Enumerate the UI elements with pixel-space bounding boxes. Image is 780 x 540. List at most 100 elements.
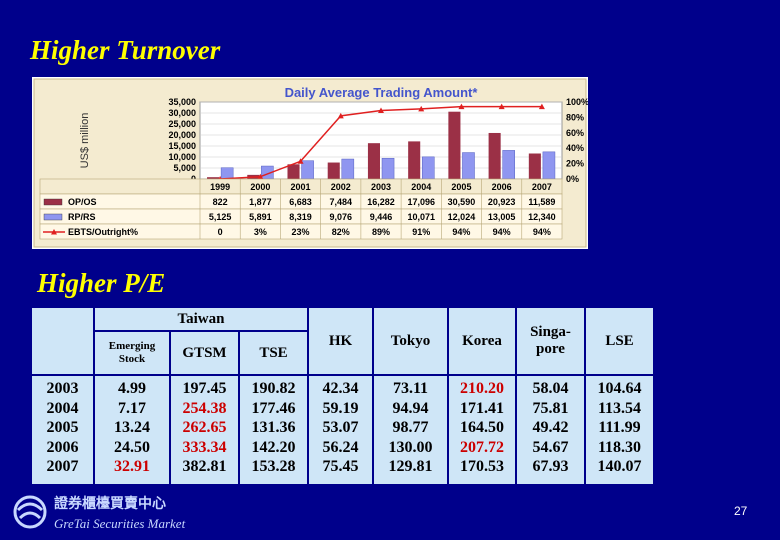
gretai-logo: 證券櫃檯買賣中心 GreTai Securities Market <box>10 490 210 534</box>
plot-area <box>199 101 563 180</box>
bar-rp-rs <box>421 156 435 180</box>
pe-value: 333.34 <box>182 438 227 456</box>
col-tse: 190.82 177.46 131.36 142.20 153.28 <box>238 374 309 486</box>
pe-value: 67.93 <box>532 458 569 475</box>
pe-value: 111.99 <box>598 419 641 436</box>
data-label: 6,683 <box>289 197 312 207</box>
pe-value: 4.99 <box>118 380 146 397</box>
col-header-gtsm: GTSM <box>169 330 240 376</box>
category-label: 2002 <box>331 182 351 192</box>
col-header-singapore: Singa-pore <box>515 306 586 376</box>
pe-value: 118.30 <box>597 438 642 456</box>
category-label: 1999 <box>210 182 230 192</box>
pe-value: 171.41 <box>460 399 504 417</box>
pe-table: Taiwan HK Tokyo Korea Singa-pore LSE Eme… <box>30 306 655 486</box>
pe-value: 73.11 <box>392 380 429 397</box>
pe-value: 7.17 <box>118 399 146 417</box>
bar-rp-rs <box>341 158 355 180</box>
data-label: 82% <box>332 227 350 237</box>
pe-value: 190.82 <box>251 380 296 397</box>
year-label: 2004 <box>46 399 79 417</box>
pe-value: 197.45 <box>182 380 227 397</box>
point-ebts <box>337 112 344 119</box>
col-header-korea: Korea <box>447 306 517 376</box>
category-label: 2003 <box>371 182 391 192</box>
data-label: 94% <box>452 227 470 237</box>
year-label: 2006 <box>46 438 79 456</box>
category-label: 2005 <box>451 182 471 192</box>
pe-value: 130.00 <box>388 438 433 456</box>
data-label: 8,319 <box>289 212 312 222</box>
pe-value: 142.20 <box>251 438 296 456</box>
pe-value: 254.38 <box>182 399 227 417</box>
category-label: 2004 <box>411 182 431 192</box>
y2-tick-label: 20% <box>566 159 584 169</box>
y-tick-label: 25,000 <box>168 119 196 129</box>
corner-cell <box>30 306 95 376</box>
y-tick-label: 30,000 <box>168 108 196 118</box>
pe-value: 94.94 <box>392 399 429 417</box>
gretai-emblem-icon <box>13 495 47 529</box>
data-label: 12,340 <box>528 212 556 222</box>
bar-op-os <box>408 141 421 179</box>
pe-value: 113.54 <box>597 399 642 417</box>
bar-rp-rs <box>542 151 556 180</box>
y-tick-label: 10,000 <box>168 152 196 162</box>
bar-op-os <box>488 132 501 179</box>
col-header-emerging-stock: Emerging Stock <box>93 330 171 376</box>
pe-value: 153.28 <box>251 458 296 475</box>
pe-value: 210.20 <box>460 380 504 397</box>
pe-value: 42.34 <box>322 380 359 397</box>
category-label: 2006 <box>492 182 512 192</box>
legend-swatch <box>43 213 63 221</box>
col-korea: 210.20 171.41 164.50 207.72 170.53 <box>447 374 517 486</box>
y-tick-label: 15,000 <box>168 141 196 151</box>
y-tick-label: 20,000 <box>168 130 196 140</box>
point-ebts <box>418 105 425 112</box>
data-label: 94% <box>493 227 511 237</box>
pe-value: 98.77 <box>392 419 429 436</box>
heading-higher-pe: Higher P/E <box>37 268 166 298</box>
logo-chinese-text: 證券櫃檯買賣中心 <box>54 495 166 512</box>
col-hk: 42.34 59.19 53.07 56.24 75.45 <box>307 374 374 486</box>
point-ebts <box>257 173 264 180</box>
page-number: 27 <box>734 504 748 518</box>
pe-value: 164.50 <box>460 419 504 436</box>
y2-tick-label: 0% <box>566 174 579 184</box>
point-ebts <box>498 103 505 110</box>
pe-value: 382.81 <box>182 458 227 475</box>
pe-value: 177.46 <box>251 399 296 417</box>
col-header-tokyo: Tokyo <box>372 306 449 376</box>
col-header-tse: TSE <box>238 330 309 376</box>
data-label: 3% <box>254 227 267 237</box>
data-label: 17,096 <box>407 197 435 207</box>
pe-value: 53.07 <box>322 419 359 436</box>
col-singapore: 58.04 75.81 49.42 54.67 67.93 <box>515 374 586 486</box>
legend-entry: EBTS/Outright% <box>68 227 138 237</box>
y-tick-label: 35,000 <box>168 97 196 107</box>
category-label: 2007 <box>532 182 552 192</box>
bar-op-os <box>367 143 380 179</box>
bar-rp-rs <box>462 152 475 180</box>
year-label: 2007 <box>46 458 79 475</box>
pe-value: 54.67 <box>532 438 569 456</box>
bar-rp-rs <box>381 157 395 180</box>
pe-value: 140.07 <box>597 458 642 475</box>
data-label: 89% <box>372 227 390 237</box>
taiwan-group-header: Taiwan <box>93 306 309 332</box>
category-label: 2000 <box>250 182 270 192</box>
bar-op-os <box>448 111 461 179</box>
data-label: 1,877 <box>249 197 272 207</box>
trading-amount-chart: Daily Average Trading Amount* US$ million… <box>32 77 588 249</box>
year-column: 2003 2004 2005 2006 2007 <box>30 374 95 486</box>
data-label: 0 <box>218 227 223 237</box>
pe-value: 59.19 <box>322 399 359 417</box>
legend-swatch <box>51 229 57 235</box>
category-label: 2001 <box>291 182 311 192</box>
pe-value: 24.50 <box>114 438 150 456</box>
pe-value: 129.81 <box>388 458 433 475</box>
year-label: 2005 <box>46 419 79 436</box>
point-ebts <box>378 107 384 113</box>
data-label: 9,076 <box>330 212 353 222</box>
pe-value: 170.53 <box>460 458 504 475</box>
